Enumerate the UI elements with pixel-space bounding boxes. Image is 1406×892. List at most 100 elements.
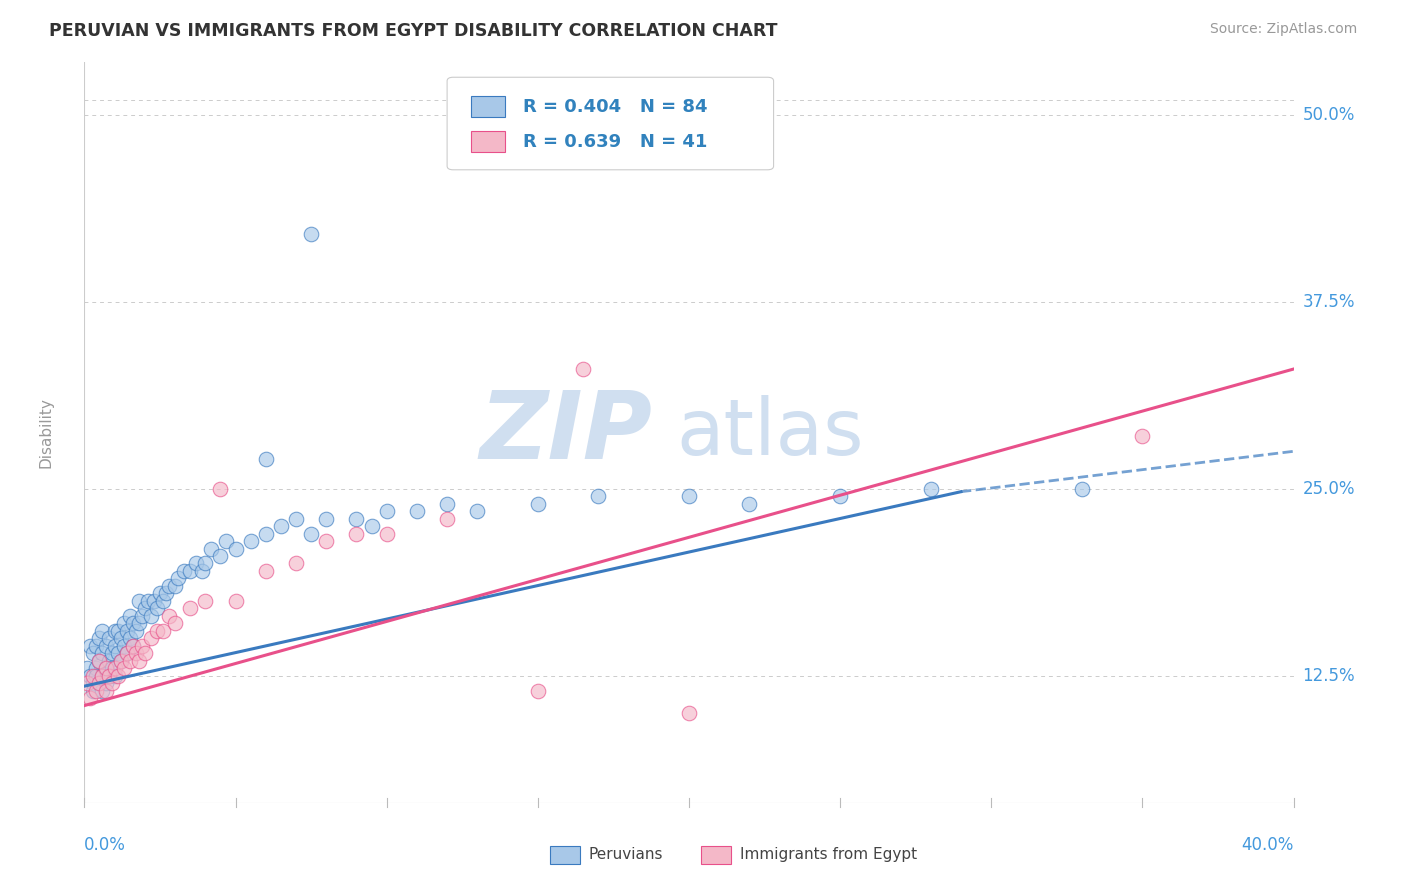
Point <box>107 624 129 638</box>
Point <box>104 639 127 653</box>
Point <box>285 557 308 571</box>
Point <box>112 639 135 653</box>
Point <box>254 451 277 466</box>
Point <box>76 676 98 690</box>
Point <box>110 654 132 668</box>
Point <box>215 534 238 549</box>
Point <box>76 661 98 675</box>
Point <box>436 497 458 511</box>
Point <box>91 624 114 638</box>
Point <box>165 579 187 593</box>
FancyBboxPatch shape <box>471 96 505 117</box>
Text: Source: ZipAtlas.com: Source: ZipAtlas.com <box>1209 22 1357 37</box>
Point <box>100 676 122 690</box>
Text: ZIP: ZIP <box>479 386 652 479</box>
Point <box>436 511 458 525</box>
Point <box>285 511 308 525</box>
Point <box>173 564 195 578</box>
Point <box>121 616 143 631</box>
Text: Disability: Disability <box>38 397 53 468</box>
Point <box>315 534 337 549</box>
Point <box>115 624 138 638</box>
Point <box>82 676 104 690</box>
Point <box>149 586 172 600</box>
Point <box>94 683 117 698</box>
Point <box>89 676 111 690</box>
Point <box>91 683 114 698</box>
Point <box>186 557 208 571</box>
Point <box>110 632 132 646</box>
Point <box>527 683 550 698</box>
Text: R = 0.404   N = 84: R = 0.404 N = 84 <box>523 98 707 116</box>
Point <box>179 564 201 578</box>
Point <box>239 534 262 549</box>
Text: 37.5%: 37.5% <box>1302 293 1355 310</box>
FancyBboxPatch shape <box>702 846 731 864</box>
Point <box>104 668 127 682</box>
Point <box>110 654 132 668</box>
Point <box>97 632 120 646</box>
Point <box>91 646 114 660</box>
Point <box>86 683 108 698</box>
Point <box>131 639 153 653</box>
Text: 0.0%: 0.0% <box>84 836 127 854</box>
Point <box>678 706 700 720</box>
Point <box>94 661 117 675</box>
Point <box>86 668 108 682</box>
FancyBboxPatch shape <box>471 131 505 152</box>
Point <box>94 661 117 675</box>
Point <box>91 668 114 682</box>
Point <box>89 654 111 668</box>
Point <box>165 616 187 631</box>
Point <box>94 676 117 690</box>
Point <box>107 646 129 660</box>
Point <box>157 579 180 593</box>
Point <box>375 504 398 518</box>
Text: 50.0%: 50.0% <box>1302 106 1355 124</box>
Point <box>139 632 162 646</box>
Point <box>134 601 156 615</box>
Point <box>179 601 201 615</box>
Point <box>97 668 120 682</box>
Point <box>82 646 104 660</box>
Point <box>142 594 165 608</box>
Point <box>104 661 127 675</box>
Point <box>191 564 214 578</box>
Point <box>131 608 153 623</box>
Point <box>128 594 150 608</box>
Point <box>82 668 104 682</box>
Point <box>97 668 120 682</box>
Point <box>572 362 595 376</box>
Point <box>225 594 247 608</box>
Point <box>588 489 610 503</box>
Point <box>136 594 159 608</box>
Point <box>121 639 143 653</box>
Text: atlas: atlas <box>676 394 865 471</box>
Point <box>115 646 138 660</box>
Point <box>152 624 174 638</box>
Point <box>112 616 135 631</box>
Point <box>360 519 382 533</box>
Point <box>299 227 322 242</box>
Point <box>678 489 700 503</box>
Point <box>152 594 174 608</box>
Point <box>200 541 222 556</box>
Point <box>115 646 138 660</box>
Point <box>94 639 117 653</box>
Point <box>89 676 111 690</box>
Point <box>254 564 277 578</box>
Point <box>118 654 141 668</box>
Point <box>346 526 368 541</box>
Point <box>1130 429 1153 443</box>
Point <box>112 661 135 675</box>
Point <box>125 646 148 660</box>
Point <box>104 624 127 638</box>
Text: 12.5%: 12.5% <box>1302 666 1355 685</box>
Point <box>139 608 162 623</box>
Text: Peruvians: Peruvians <box>589 847 664 863</box>
Point <box>299 526 322 541</box>
Text: R = 0.639   N = 41: R = 0.639 N = 41 <box>523 133 707 151</box>
Point <box>128 616 150 631</box>
Text: Immigrants from Egypt: Immigrants from Egypt <box>740 847 917 863</box>
Point <box>194 557 217 571</box>
